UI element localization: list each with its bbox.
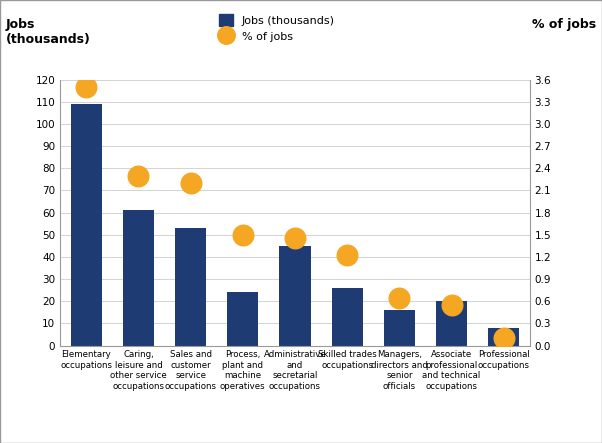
Point	[238, 231, 247, 238]
Point	[186, 179, 196, 187]
Bar	[383, 310, 415, 346]
Point	[81, 84, 91, 91]
Bar	[123, 210, 154, 346]
Text: Jobs
(thousands): Jobs (thousands)	[6, 18, 91, 46]
Point	[343, 252, 352, 259]
Point	[394, 294, 404, 301]
Legend: Jobs (thousands), % of jobs: Jobs (thousands), % of jobs	[219, 15, 335, 42]
Point	[134, 172, 143, 179]
Bar	[70, 104, 102, 346]
Point	[447, 301, 456, 308]
Bar	[279, 246, 311, 346]
Point	[290, 235, 300, 242]
Text: % of jobs: % of jobs	[532, 18, 596, 31]
Bar	[227, 292, 258, 346]
Bar	[488, 328, 520, 346]
Bar	[332, 288, 363, 346]
Point	[499, 334, 509, 342]
Bar	[436, 301, 467, 346]
Bar	[175, 228, 206, 346]
